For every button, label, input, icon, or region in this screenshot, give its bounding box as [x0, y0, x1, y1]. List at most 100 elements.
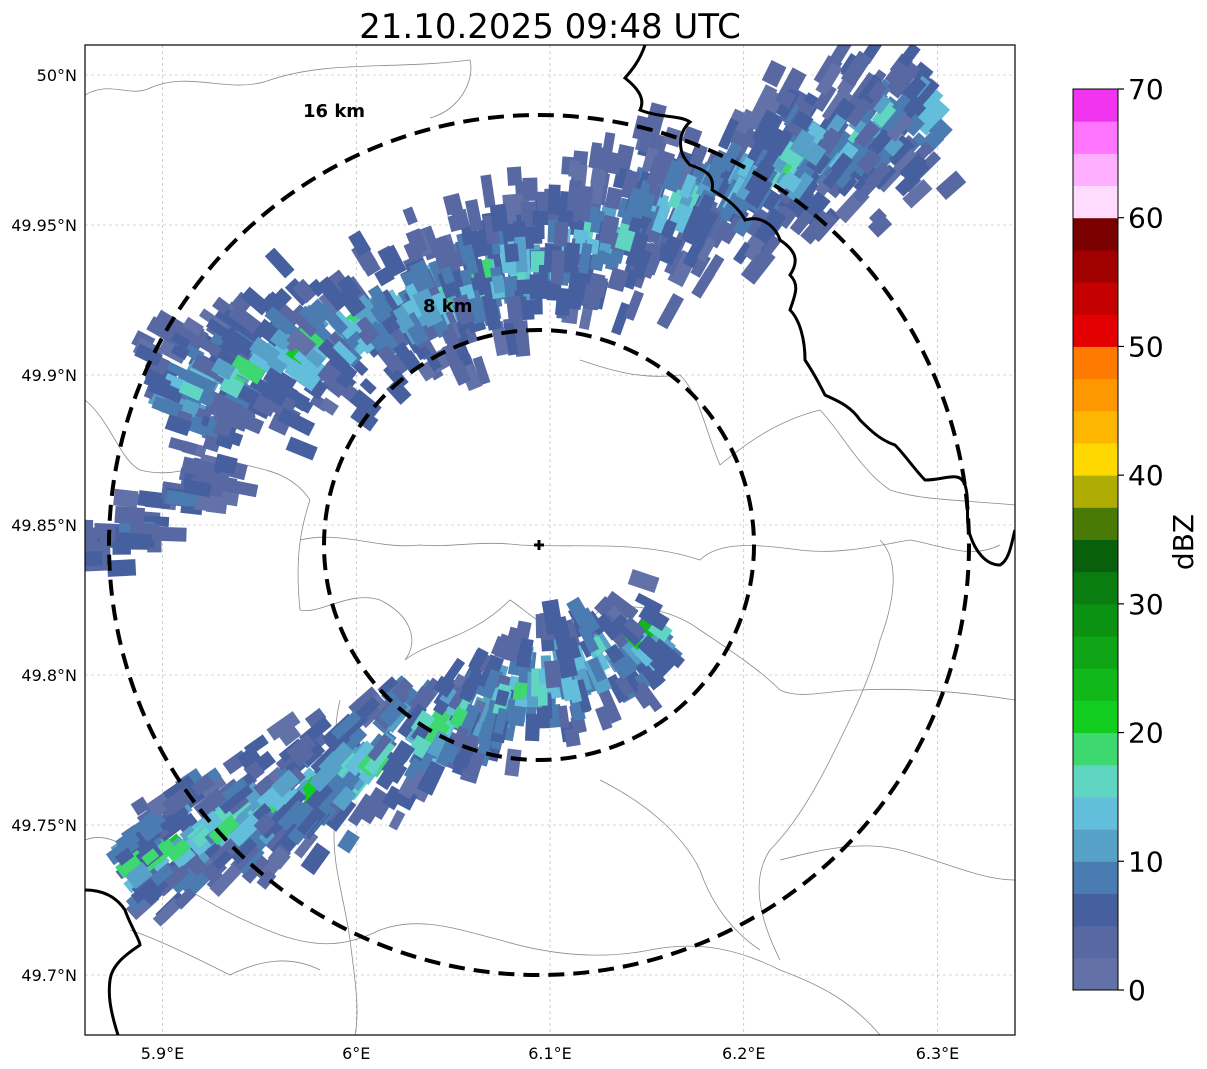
echo-cell [215, 434, 235, 450]
echo-cell [419, 707, 451, 746]
admin-boundary [779, 845, 1015, 881]
echo-cell [370, 301, 392, 324]
echo-cell [425, 353, 443, 372]
echo-cell [627, 569, 660, 593]
echo-cell [694, 193, 716, 222]
colorbar-tick-label: 10 [1128, 845, 1164, 878]
echo-cell [763, 235, 782, 255]
echo-cell [271, 327, 294, 351]
echo-cell [264, 247, 295, 279]
echo-cell [860, 45, 889, 65]
echo-cell [589, 248, 606, 272]
echo-cell [506, 295, 524, 324]
colorbar-segment [1073, 861, 1118, 894]
echo-cell [359, 254, 382, 277]
echo-cell [624, 290, 645, 321]
echo-cell [736, 156, 755, 179]
echo-cell [169, 867, 198, 894]
echo-cell [316, 276, 349, 312]
lat-tick-label: 49.7°N [21, 966, 77, 985]
echo-cell [761, 60, 787, 88]
echo-cell [449, 706, 469, 729]
echo-cell [182, 369, 217, 397]
echo-cell [476, 721, 495, 747]
echo-cell [179, 825, 198, 843]
echo-cell [385, 702, 413, 733]
echo-cell [928, 118, 953, 143]
echo-cell [305, 781, 334, 811]
map-frame [84, 44, 1016, 1036]
echo-cell [634, 660, 664, 691]
echo-cell [567, 290, 583, 310]
echo-cell [771, 125, 796, 156]
echo-cell [212, 850, 233, 870]
lat-tick-label: 50°N [37, 66, 77, 85]
echo-cell [348, 686, 380, 717]
echo-cell [452, 294, 476, 326]
echo-cell [230, 842, 260, 873]
echo-cell [935, 170, 967, 201]
echo-cell [693, 210, 719, 246]
echo-cell [292, 278, 317, 304]
echo-cell [717, 118, 740, 150]
echo-cell [265, 291, 286, 311]
echo-cell [296, 809, 321, 836]
echo-cell [256, 869, 277, 890]
echo-cell [332, 340, 358, 366]
radar-site-marker [534, 540, 544, 550]
echo-cell [892, 93, 911, 114]
echo-cell [756, 186, 782, 212]
echo-cell [451, 208, 470, 231]
echo-cell [146, 792, 172, 818]
echo-cell [261, 381, 289, 407]
echo-cell [392, 739, 416, 763]
echo-cell [240, 286, 272, 316]
colorbar-segment [1073, 217, 1118, 251]
echo-cell [202, 434, 222, 453]
lon-tick-label: 6°E [342, 1044, 370, 1063]
echo-cell [170, 843, 196, 869]
echo-cell [285, 436, 318, 461]
colorbar-segment [1073, 700, 1118, 734]
echo-cell [185, 414, 219, 439]
echo-cell [130, 523, 160, 535]
echo-cell [640, 193, 656, 215]
echo-cell [903, 113, 926, 137]
echo-cell [522, 177, 538, 202]
colorbar-segment [1073, 346, 1118, 380]
echo-cell [611, 302, 631, 336]
colorbar-segment [1073, 121, 1118, 154]
echo-cell [607, 267, 629, 293]
colorbar-segment [1073, 314, 1118, 347]
echo-cell [279, 725, 302, 747]
echo-cell [249, 336, 281, 366]
echo-cell [554, 287, 572, 316]
echo-cell [532, 210, 549, 226]
echo-cell [366, 791, 388, 814]
echo-cell [298, 305, 326, 333]
echo-cell [388, 809, 406, 831]
echo-cell [557, 705, 570, 729]
echo-cell [481, 668, 501, 700]
colorbar-segment [1073, 89, 1118, 122]
echo-cell [217, 781, 254, 815]
echo-cell [501, 626, 525, 663]
echo-cell [402, 206, 418, 226]
echo-cell [412, 288, 444, 328]
echo-cell [561, 242, 581, 274]
echo-cell [660, 219, 678, 240]
lon-tick-label: 5.9°E [141, 1044, 185, 1063]
colorbar-tick-label: 40 [1128, 459, 1164, 492]
echo-cell [584, 272, 606, 311]
echo-cell [458, 669, 484, 703]
echo-cell [815, 62, 843, 96]
range-ring-8km [322, 328, 756, 762]
echo-cell [491, 274, 506, 294]
colorbar-tick-label: 50 [1128, 330, 1164, 363]
echo-cell [414, 747, 437, 777]
echo-cell [878, 12, 899, 33]
echo-cell [493, 707, 509, 735]
echo-cell [732, 241, 754, 265]
echo-cell [842, 50, 873, 86]
